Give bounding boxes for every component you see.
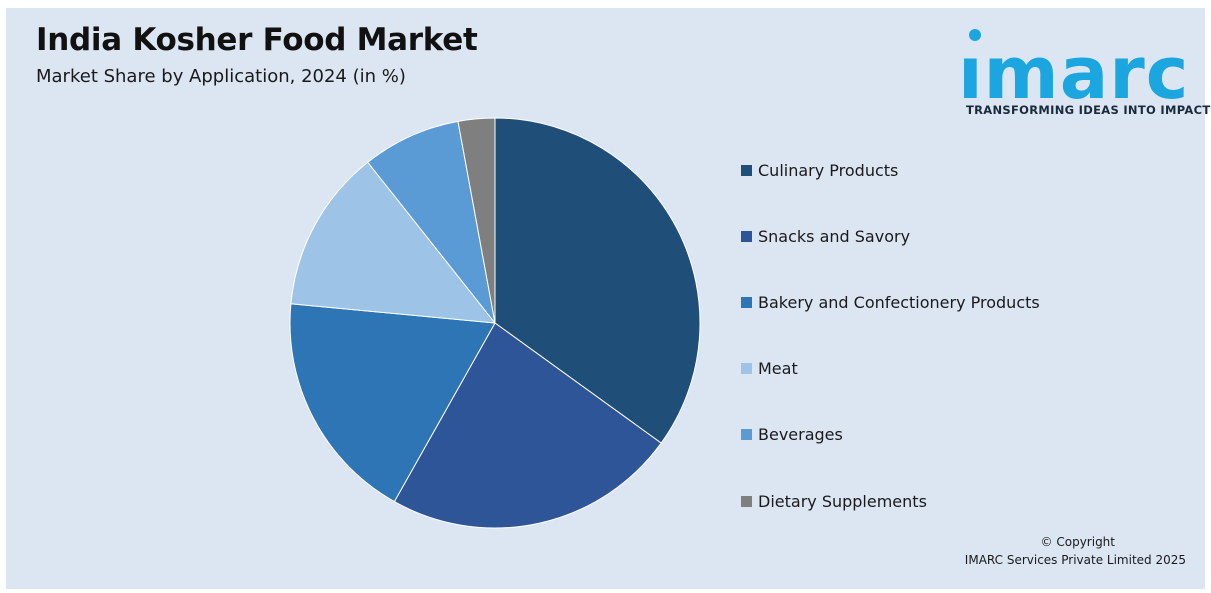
legend-label: Culinary Products: [758, 160, 899, 180]
chart-subtitle: Market Share by Application, 2024 (in %): [36, 66, 406, 87]
legend-item: Dietary Supplements: [741, 491, 927, 511]
pie-slice-culinary-products: [494, 117, 701, 444]
legend-label: Beverages: [758, 425, 843, 445]
logo-tagline: TRANSFORMING IDEAS INTO IMPACT: [966, 103, 1211, 117]
svg-text:ımarc: ımarc: [958, 31, 1189, 106]
legend-swatch: [741, 429, 752, 441]
legend-item: Meat: [741, 359, 798, 379]
legend-label: Bakery and Confectionery Products: [758, 292, 1040, 312]
pie-slice-dietary-supplements: [457, 117, 496, 324]
copyright-text: © Copyright: [1040, 535, 1115, 549]
legend-swatch: [741, 230, 752, 242]
pie-slice-snacks-and-savory: [393, 322, 662, 529]
legend-swatch: [741, 495, 752, 507]
imarc-logo: ımarc TRANSFORMING IDEAS INTO IMPACT: [958, 18, 1210, 118]
pie-slice-bakery-and-confectionery-products: [289, 303, 496, 503]
legend-swatch: [741, 363, 752, 375]
legend-item: Bakery and Confectionery Products: [741, 292, 1040, 312]
pie-slice-beverages: [367, 120, 496, 324]
legend-swatch: [741, 296, 752, 308]
logo-wordmark: ımarc: [958, 26, 1198, 124]
pie-slice-meat: [290, 161, 497, 324]
legend-item: Snacks and Savory: [741, 226, 910, 246]
legend-swatch: [741, 164, 752, 176]
legend-label: Dietary Supplements: [758, 491, 927, 511]
company-text: IMARC Services Private Limited 2025: [964, 553, 1186, 567]
legend-label: Snacks and Savory: [758, 226, 911, 246]
legend-item: Beverages: [741, 425, 843, 445]
legend-item: Culinary Products: [741, 160, 898, 180]
legend-label: Meat: [758, 359, 798, 379]
chart-title: India Kosher Food Market: [36, 22, 478, 58]
logo-wordmark-graphic: ımarc: [958, 29, 1189, 115]
